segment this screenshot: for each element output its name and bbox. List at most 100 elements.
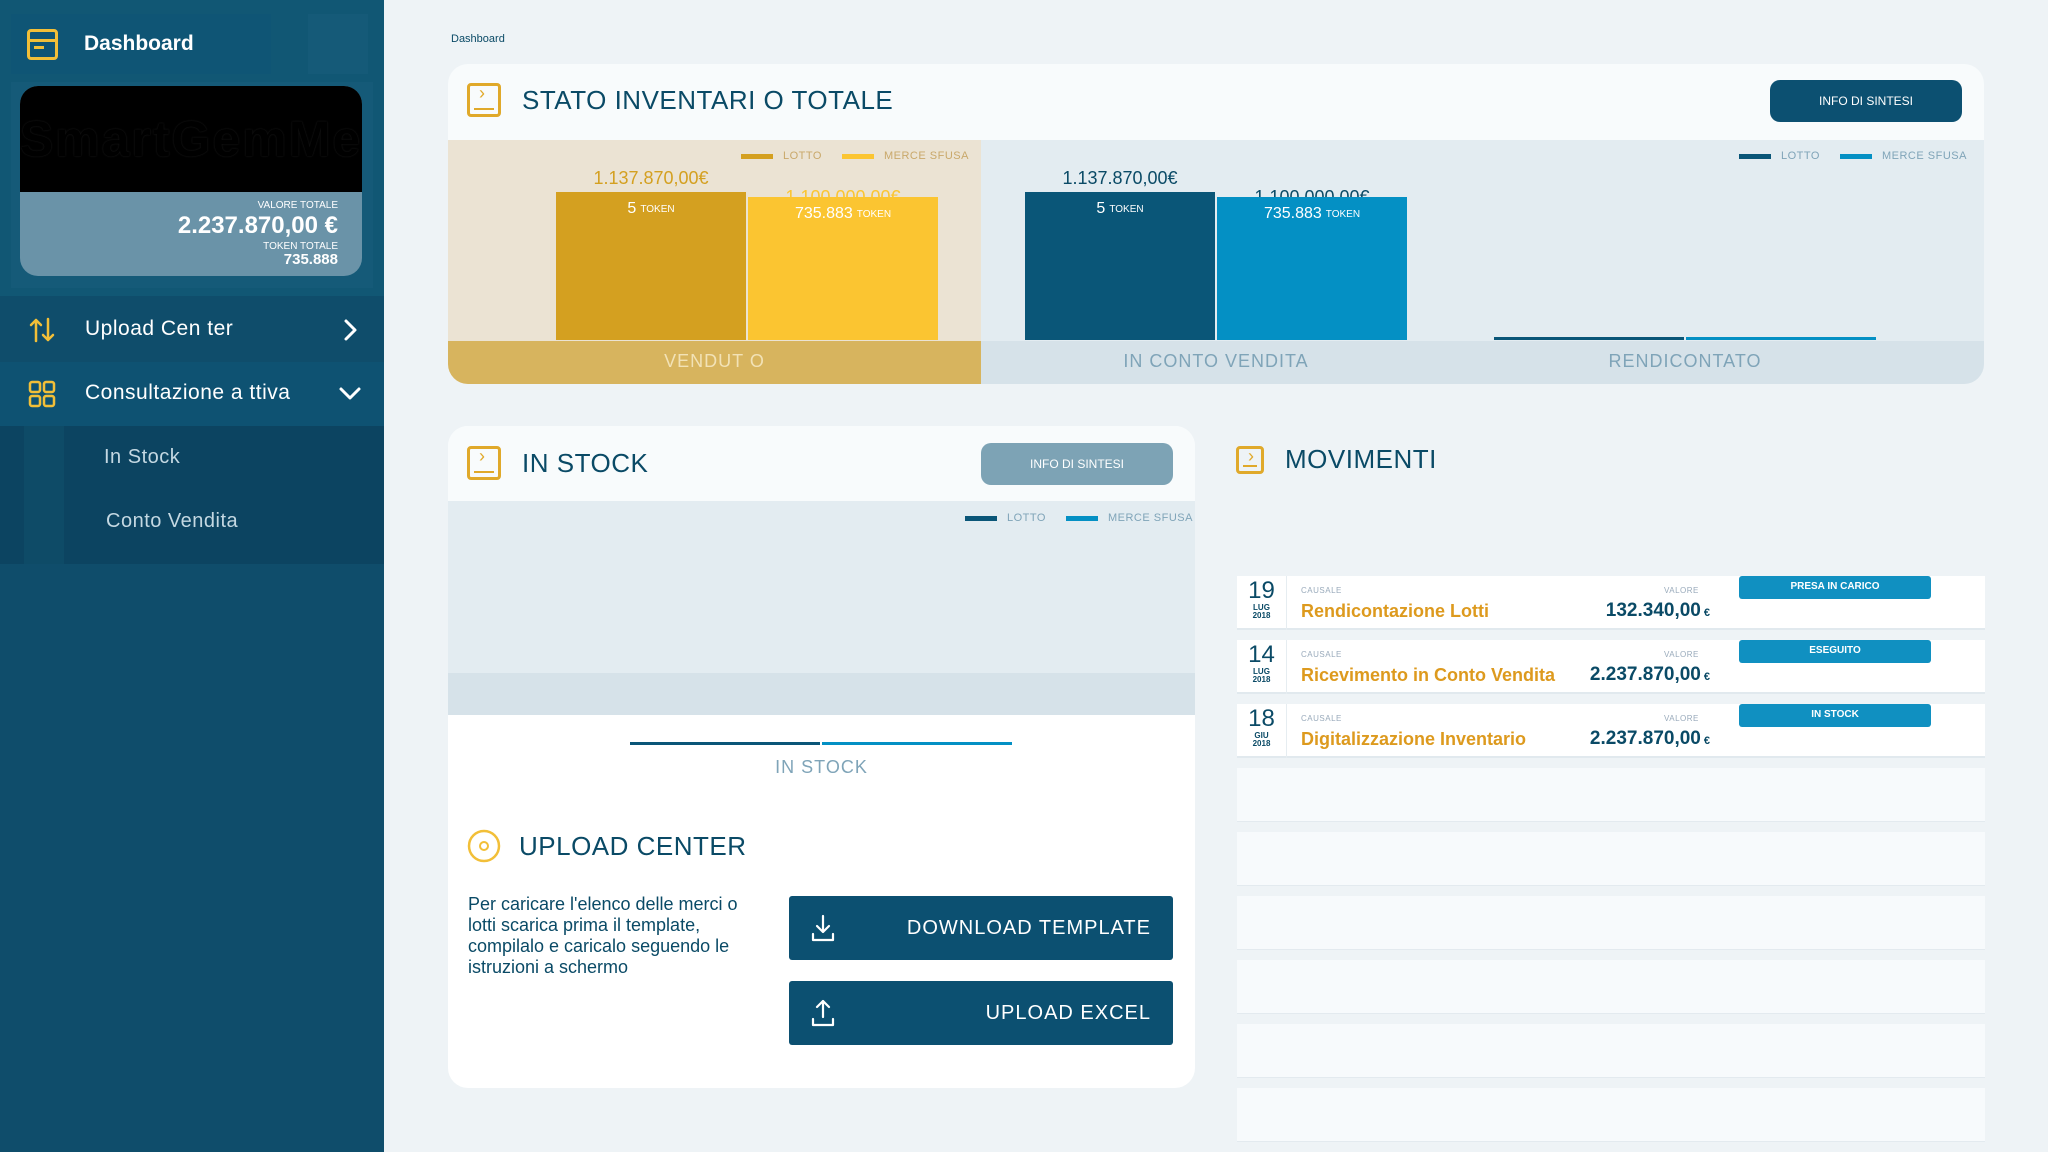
total-tokens-label: TOKEN TOTALE (263, 241, 338, 252)
total-value: 2.237.870,00 € (177, 212, 338, 239)
in-stock-title: IN STOCK (522, 447, 649, 478)
status-badge: IN STOCK (1739, 704, 1931, 727)
info-sintesi-button[interactable]: INFO DI SINTESI (1770, 80, 1962, 122)
row-causale: Digitalizzazione Inventario (1301, 729, 1527, 749)
upload-center-icon (467, 829, 501, 863)
bar-token-count: 735.883 (794, 205, 853, 222)
summary-card-container: SmartGemMe VALORE TOTALE 2.237.870,00 € … (11, 82, 373, 288)
legend-swatch-lotto (965, 515, 997, 521)
row-causale: Rendicontazione Lotti (1301, 601, 1489, 621)
legend-lotto: LOTTO (783, 150, 822, 162)
dashboard-icon (27, 28, 58, 60)
sidebar-item-conto-vendita[interactable]: Conto Vendita (106, 510, 239, 532)
stato-title-row: STATO INVENTARI O TOTALE (467, 83, 893, 117)
row-day: 18 (1248, 705, 1275, 732)
brand-logo: SmartGemMe (20, 111, 362, 167)
bar-rendicontato-lotto (1494, 337, 1684, 340)
currency-symbol: € (1703, 735, 1710, 747)
in-stock-axis-band (448, 673, 1195, 715)
row-month: GIU (1254, 731, 1269, 740)
row-causale: Ricevimento in Conto Vendita (1301, 665, 1556, 685)
in-stock-info-button[interactable]: INFO DI SINTESI (981, 443, 1173, 485)
causale-label: CAUSALE (1301, 586, 1342, 595)
category-label-conto-vendita: IN CONTO VENDITA (1123, 351, 1309, 371)
sidebar-item-dashboard[interactable]: Dashboard (11, 14, 271, 74)
movimenti-title-row: MOVIMENTI (1236, 444, 1437, 475)
bar-value-venduto-lotto: 1.137.870,00€ (593, 168, 709, 188)
chevron-right-icon (344, 319, 357, 341)
summary-card: SmartGemMe VALORE TOTALE 2.237.870,00 € … (20, 86, 362, 276)
upload-icon (811, 999, 835, 1027)
bar-venduto-merce: 735.883 TOKEN (748, 197, 938, 340)
panel-icon (1236, 445, 1264, 474)
token-unit: TOKEN (1109, 204, 1144, 215)
upload-title-row: UPLOAD CENTER (467, 829, 747, 863)
bar-venduto-lotto: 5 TOKEN (556, 192, 746, 340)
token-unit: TOKEN (856, 209, 892, 220)
token-unit: TOKEN (1325, 209, 1361, 220)
sidebar-item-consultazione[interactable]: Consultazione a ttiva (0, 362, 384, 426)
table-row[interactable]: 18 GIU 2018 CAUSALE Digitalizzazione Inv… (1237, 704, 1985, 758)
row-day: 19 (1248, 577, 1275, 604)
total-value-label: VALORE TOTALE (257, 200, 338, 211)
upload-excel-label: UPLOAD EXCEL (985, 1002, 1151, 1024)
page-title: STATO INVENTARI O TOTALE (522, 84, 894, 115)
sidebar-item-upload-center[interactable]: Upload Cen ter (0, 298, 384, 362)
bar-conto-merce: 735.883 TOKEN (1217, 197, 1407, 340)
brand-logo-area: SmartGemMe (20, 86, 362, 192)
row-date: 19 LUG 2018 (1237, 576, 1287, 630)
table-row[interactable]: 19 LUG 2018 CAUSALE Rendicontazione Lott… (1237, 576, 1985, 630)
row-year: 2018 (1252, 739, 1271, 748)
category-label-rendicontato: RENDICONTATO (1608, 351, 1762, 371)
currency-symbol: € (1703, 607, 1710, 619)
empty-row (1237, 1024, 1985, 1078)
conto-vendita-axis-band (981, 341, 1984, 384)
breadcrumb[interactable]: Dashboard (451, 33, 505, 45)
in-stock-title-row: IN STOCK (467, 446, 648, 480)
panel-icon (467, 446, 501, 480)
empty-row (1237, 832, 1985, 886)
submenu-indent (24, 426, 64, 564)
sidebar-item-label: Upload Cen ter (85, 317, 234, 340)
row-valore: 2.237.870,00 € (1590, 664, 1710, 686)
row-valore: 2.237.870,00 € (1590, 728, 1710, 750)
valore-label: VALORE (1664, 586, 1699, 595)
panel-icon (467, 83, 501, 117)
sidebar-toggle[interactable] (308, 14, 368, 74)
legend-merce: MERCE SFUSA (1107, 512, 1193, 524)
empty-row (1237, 960, 1985, 1014)
row-month: LUG (1253, 603, 1270, 612)
sidebar-item-label: Consultazione a ttiva (85, 381, 291, 404)
movimenti-title: MOVIMENTI (1285, 444, 1437, 474)
status-badge: PRESA IN CARICO (1739, 576, 1931, 599)
sidebar: Dashboard SmartGemMe VALORE TOTALE 2.237… (0, 0, 384, 1152)
legend-swatch-lotto (741, 153, 773, 159)
row-valore-amount: 2.237.870,00 (1589, 728, 1701, 749)
chevron-down-icon (339, 387, 361, 400)
legend-merce: MERCE SFUSA (883, 150, 969, 162)
row-date: 18 GIU 2018 (1237, 704, 1287, 758)
legend-lotto: LOTTO (1007, 512, 1046, 524)
status-badge: ESEGUITO (1739, 640, 1931, 663)
download-template-label: DOWNLOAD TEMPLATE (906, 917, 1151, 939)
venduto-axis-band (448, 341, 981, 384)
row-year: 2018 (1252, 675, 1271, 684)
table-row[interactable]: 14 LUG 2018 CAUSALE Ricevimento in Conto… (1237, 640, 1985, 694)
token-unit: TOKEN (640, 204, 675, 215)
upload-description: Per caricare l'elenco delle merci o lott… (468, 894, 738, 977)
row-valore-amount: 132.340,00 (1605, 600, 1701, 621)
legend-merce: MERCE SFUSA (1881, 150, 1967, 162)
row-valore-amount: 2.237.870,00 (1589, 664, 1701, 685)
upload-excel-button[interactable]: UPLOAD EXCEL (789, 981, 1173, 1045)
empty-row (1237, 1088, 1985, 1142)
bar-conto-lotto: 5 TOKEN (1025, 192, 1215, 340)
category-label-venduto: VENDUT O (664, 351, 765, 371)
bar-rendicontato-merce (1686, 337, 1876, 340)
legend-in-stock: LOTTO MERCE SFUSA (945, 512, 1193, 524)
sidebar-item-in-stock[interactable]: In Stock (104, 446, 181, 468)
legend-lotto: LOTTO (1781, 150, 1820, 162)
legend-venduto: LOTTO MERCE SFUSA (721, 150, 969, 162)
row-valore: 132.340,00 € (1606, 600, 1710, 622)
download-template-button[interactable]: DOWNLOAD TEMPLATE (789, 896, 1173, 960)
valore-label: VALORE (1664, 650, 1699, 659)
